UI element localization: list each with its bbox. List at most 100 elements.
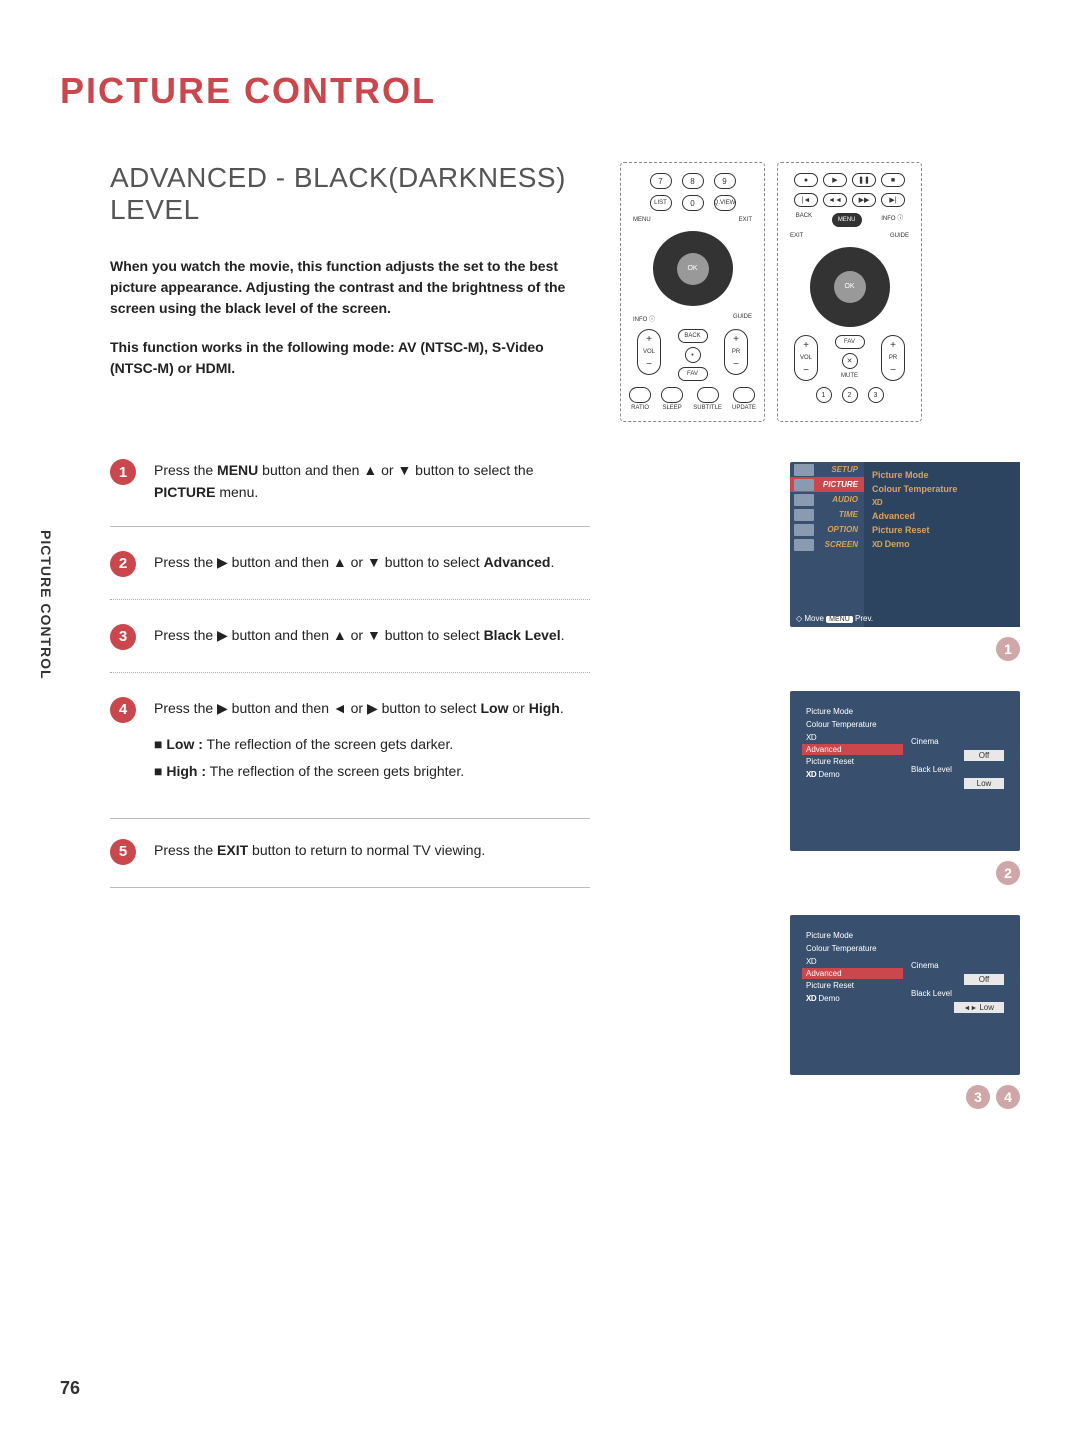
dpad: OK xyxy=(653,231,733,306)
osd-item: XD xyxy=(806,955,899,968)
vol-label: VOL xyxy=(800,355,812,361)
prev-btn: |◄ xyxy=(794,193,818,207)
text: Press the xyxy=(154,842,217,858)
footer-menu: MENU xyxy=(826,616,853,623)
osd-item: XD Demo xyxy=(806,768,899,781)
bold: PICTURE xyxy=(154,484,215,500)
osd-item: XD xyxy=(872,496,1012,509)
step-text: Press the ▶ button and then ◄ or ▶ butto… xyxy=(154,697,590,786)
step-text: Press the MENU button and then ▲ or ▼ bu… xyxy=(154,459,590,504)
bullet-label: Low : xyxy=(166,736,203,752)
osd-item-active: Advanced xyxy=(802,744,903,755)
pause-btn: ❚❚ xyxy=(852,173,876,187)
guide-label: GUIDE xyxy=(890,233,909,239)
osd-item: Colour Temperature xyxy=(806,718,899,731)
exit-label: EXIT xyxy=(739,217,752,223)
ref-4: 4 xyxy=(996,1085,1020,1109)
pr-rocker: +PR− xyxy=(724,329,748,375)
text: button and then ▲ or ▼ button to select … xyxy=(258,462,533,478)
step-5: 5 Press the EXIT button to return to nor… xyxy=(110,818,590,888)
rec-btn: ● xyxy=(794,173,818,187)
text: Press the xyxy=(154,462,217,478)
fav-btn: FAV xyxy=(835,335,865,349)
intro-p2: This function works in the following mod… xyxy=(110,337,590,379)
footer-prev: Prev. xyxy=(855,614,873,623)
fav-btn: FAV xyxy=(678,367,708,381)
ref-1: 1 xyxy=(996,637,1020,661)
osd-tab-screen: SCREEN xyxy=(790,537,864,552)
side-label: PICTURE CONTROL xyxy=(38,530,54,680)
step-text: Press the ▶ button and then ▲ or ▼ butto… xyxy=(154,551,590,577)
osd-screenshot-1: SETUP PICTURE AUDIO TIME OPTION SCREEN P… xyxy=(790,462,1020,627)
vol-label: VOL xyxy=(643,349,655,355)
subtitle-btn xyxy=(697,387,719,403)
page-number: 76 xyxy=(60,1378,80,1399)
osd-item: Picture Reset xyxy=(806,755,899,768)
center-btn: • xyxy=(685,347,701,363)
bold: Advanced xyxy=(484,554,551,570)
guide-label: GUIDE xyxy=(733,314,752,323)
remote-2: ● ▶ ❚❚ ■ |◄ ◄◄ ▶▶ ▶| BACK MENU INFO xyxy=(777,162,922,422)
ref-2: 2 xyxy=(996,861,1020,885)
remote-btn-1: 1 xyxy=(816,387,832,403)
dpad: OK xyxy=(810,247,890,327)
main-title: PICTURE CONTROL xyxy=(60,70,1020,112)
remote-diagrams: 7 8 9 LIST 0 Q.VIEW MENU EXIT OK xyxy=(620,162,1020,422)
text: Press the ▶ button and then ▲ or ▼ butto… xyxy=(154,627,484,643)
bold: MENU xyxy=(217,462,258,478)
footer-move: Move xyxy=(804,614,824,623)
osd-item: Colour Temperature xyxy=(806,942,899,955)
osd-item: Picture Mode xyxy=(806,929,899,942)
black-level-label: Black Level xyxy=(911,989,952,998)
menu-btn: MENU xyxy=(832,213,862,227)
text: menu. xyxy=(215,484,258,500)
pr-rocker: +PR− xyxy=(881,335,905,381)
ratio-label: RATIO xyxy=(631,405,649,411)
osd-screenshot-3: Picture Mode Colour Temperature XD Advan… xyxy=(790,915,1020,1075)
play-btn: ▶ xyxy=(823,173,847,187)
osd-item: Picture Mode xyxy=(806,705,899,718)
steps-list: 1 Press the MENU button and then ▲ or ▼ … xyxy=(110,459,590,888)
osd-tab-time: TIME xyxy=(790,507,864,522)
osd-footer: ◇ Move MENU Prev. xyxy=(796,614,873,623)
osd-item: Picture Reset xyxy=(806,979,899,992)
ratio-btn xyxy=(629,387,651,403)
remote-1: 7 8 9 LIST 0 Q.VIEW MENU EXIT OK xyxy=(620,162,765,422)
info-label: INFO ⓘ xyxy=(881,213,903,227)
osd-tab-audio: AUDIO xyxy=(790,492,864,507)
ref-3: 3 xyxy=(966,1085,990,1109)
step-1: 1 Press the MENU button and then ▲ or ▼ … xyxy=(110,459,590,527)
pr-label: PR xyxy=(889,355,897,361)
ff-btn: ▶▶ xyxy=(852,193,876,207)
mute-btn: ✕ xyxy=(842,353,858,369)
bullet-list: ■ Low : The reflection of the screen get… xyxy=(154,733,590,782)
menu-label: MENU xyxy=(633,217,651,223)
text: Press the ▶ button and then ◄ or ▶ butto… xyxy=(154,700,480,716)
osd-item: XD Demo xyxy=(806,992,899,1005)
update-btn xyxy=(733,387,755,403)
bold: Low xyxy=(480,700,508,716)
osd-tab-option: OPTION xyxy=(790,522,864,537)
step-4: 4 Press the ▶ button and then ◄ or ▶ but… xyxy=(110,697,590,794)
intro-text: When you watch the movie, this function … xyxy=(110,256,590,379)
text: . xyxy=(561,627,565,643)
step-num: 3 xyxy=(110,624,136,650)
text: button to return to normal TV viewing. xyxy=(248,842,485,858)
text: . xyxy=(550,554,554,570)
remote-btn-7: 7 xyxy=(650,173,672,189)
remote-btn-3: 3 xyxy=(868,387,884,403)
rew-btn: ◄◄ xyxy=(823,193,847,207)
remote-btn-9: 9 xyxy=(714,173,736,189)
left-column: ADVANCED - BLACK(DARKNESS) LEVEL When yo… xyxy=(110,162,590,1139)
remote-btn-0: 0 xyxy=(682,195,704,211)
step-text: Press the EXIT button to return to norma… xyxy=(154,839,590,865)
low-badge: Low xyxy=(964,778,1004,789)
text: Press the ▶ button and then ▲ or ▼ butto… xyxy=(154,554,484,570)
step-3: 3 Press the ▶ button and then ▲ or ▼ but… xyxy=(110,624,590,673)
vol-rocker: +VOL− xyxy=(637,329,661,375)
bullet-text: The reflection of the screen gets darker… xyxy=(203,736,453,752)
bullet-label: High : xyxy=(166,763,206,779)
osd-item-active: Advanced xyxy=(802,968,903,979)
osd-item: Picture Mode xyxy=(872,468,1012,482)
remote-btn-2: 2 xyxy=(842,387,858,403)
